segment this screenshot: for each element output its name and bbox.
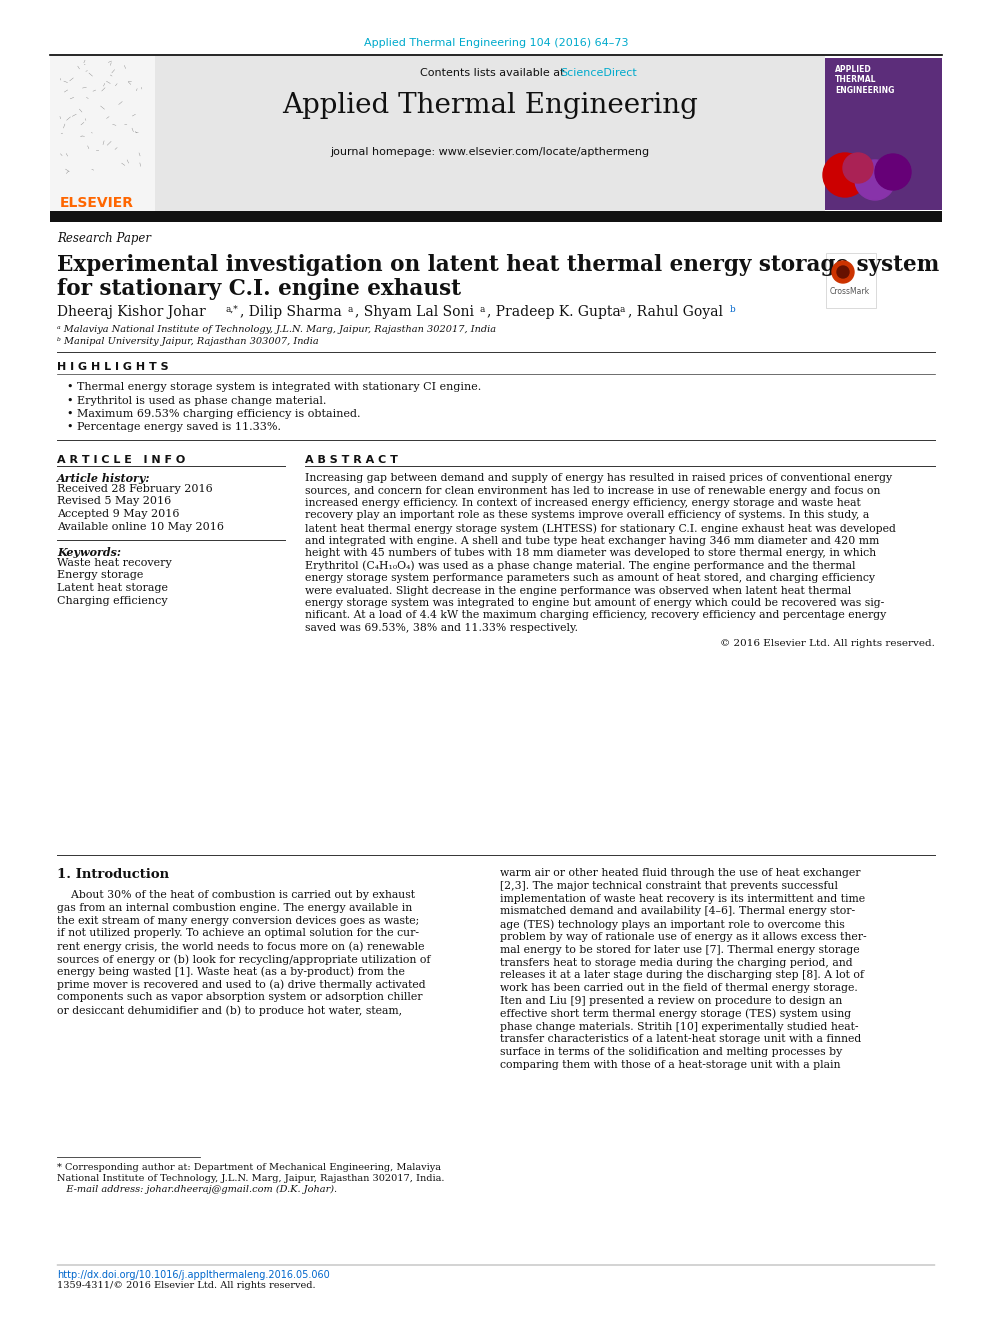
Circle shape [837,266,849,278]
Text: A B S T R A C T: A B S T R A C T [305,455,398,464]
Text: ScienceDirect: ScienceDirect [560,67,637,78]
Text: b: b [730,306,736,314]
Text: Article history:: Article history: [57,474,151,484]
Text: • Erythritol is used as phase change material.: • Erythritol is used as phase change mat… [67,396,326,406]
Text: Revised 5 May 2016: Revised 5 May 2016 [57,496,172,507]
Text: 1359-4311/© 2016 Elsevier Ltd. All rights reserved.: 1359-4311/© 2016 Elsevier Ltd. All right… [57,1281,315,1290]
Text: nificant. At a load of 4.4 kW the maximum charging efficiency, recovery efficien: nificant. At a load of 4.4 kW the maximu… [305,610,886,620]
Text: a,*: a,* [225,306,238,314]
Text: Accepted 9 May 2016: Accepted 9 May 2016 [57,509,180,519]
Text: http://dx.doi.org/10.1016/j.applthermaleng.2016.05.060: http://dx.doi.org/10.1016/j.applthermale… [57,1270,329,1279]
Text: prime mover is recovered and used to (a) drive thermally activated: prime mover is recovered and used to (a)… [57,979,426,990]
Text: Increasing gap between demand and supply of energy has resulted in raised prices: Increasing gap between demand and supply… [305,474,892,483]
Text: effective short term thermal energy storage (TES) system using: effective short term thermal energy stor… [500,1009,851,1019]
Text: Applied Thermal Engineering 104 (2016) 64–73: Applied Thermal Engineering 104 (2016) 6… [364,38,628,48]
Text: mismatched demand and availability [4–6]. Thermal energy stor-: mismatched demand and availability [4–6]… [500,906,855,917]
Text: work has been carried out in the field of thermal energy storage.: work has been carried out in the field o… [500,983,858,994]
Text: Contents lists available at: Contents lists available at [420,67,568,78]
Text: recovery play an important role as these systems improve overall efficiency of s: recovery play an important role as these… [305,511,869,520]
Circle shape [843,153,873,183]
Bar [50,210,942,222]
Text: ᵇ Manipal University Jaipur, Rajasthan 303007, India: ᵇ Manipal University Jaipur, Rajasthan 3… [57,337,318,347]
Text: increased energy efficiency. In context of increased energy efficiency, energy s: increased energy efficiency. In context … [305,497,861,508]
Text: rent energy crisis, the world needs to focus more on (a) renewable: rent energy crisis, the world needs to f… [57,941,425,951]
Text: Charging efficiency: Charging efficiency [57,595,168,606]
Text: Waste heat recovery: Waste heat recovery [57,558,172,568]
Text: APPLIED
THERMAL
ENGINEERING: APPLIED THERMAL ENGINEERING [835,65,895,95]
Text: Erythritol (C₄H₁₀O₄) was used as a phase change material. The engine performance: Erythritol (C₄H₁₀O₄) was used as a phase… [305,561,855,572]
Text: ᵃ Malaviya National Institute of Technology, J.L.N. Marg, Jaipur, Rajasthan 3020: ᵃ Malaviya National Institute of Technol… [57,325,496,333]
Text: problem by way of rationale use of energy as it allows excess ther-: problem by way of rationale use of energ… [500,931,867,942]
Text: , Pradeep K. Gupta: , Pradeep K. Gupta [487,306,621,319]
Text: components such as vapor absorption system or adsorption chiller: components such as vapor absorption syst… [57,992,423,1003]
Text: Applied Thermal Engineering: Applied Thermal Engineering [282,93,698,119]
Text: Received 28 February 2016: Received 28 February 2016 [57,484,212,493]
Text: About 30% of the heat of combustion is carried out by exhaust: About 30% of the heat of combustion is c… [57,890,415,900]
Bar [826,253,876,308]
Text: age (TES) technology plays an important role to overcome this: age (TES) technology plays an important … [500,919,845,930]
Text: or desiccant dehumidifier and (b) to produce hot water, steam,: or desiccant dehumidifier and (b) to pro… [57,1005,402,1016]
Text: , Rahul Goyal: , Rahul Goyal [628,306,723,319]
Text: energy storage system was integrated to engine but amount of energy which could : energy storage system was integrated to … [305,598,884,609]
Text: phase change materials. Stritih [10] experimentally studied heat-: phase change materials. Stritih [10] exp… [500,1021,858,1032]
Text: Research Paper: Research Paper [57,232,151,245]
Circle shape [855,160,895,200]
Text: comparing them with those of a heat-storage unit with a plain: comparing them with those of a heat-stor… [500,1060,840,1070]
Text: E-mail address: johar.dheeraj@gmail.com (D.K. Johar).: E-mail address: johar.dheeraj@gmail.com … [57,1185,337,1195]
Text: sources, and concern for clean environment has led to increase in use of renewab: sources, and concern for clean environme… [305,486,880,496]
Text: H I G H L I G H T S: H I G H L I G H T S [57,363,169,372]
Text: transfers heat to storage media during the charging period, and: transfers heat to storage media during t… [500,958,853,967]
Text: height with 45 numbers of tubes with 18 mm diameter was developed to store therm: height with 45 numbers of tubes with 18 … [305,548,876,558]
Bar [825,58,942,210]
Text: latent heat thermal energy storage system (LHTESS) for stationary C.I. engine ex: latent heat thermal energy storage syste… [305,523,896,533]
Circle shape [875,153,911,191]
Text: • Maximum 69.53% charging efficiency is obtained.: • Maximum 69.53% charging efficiency is … [67,409,360,419]
Text: warm air or other heated fluid through the use of heat exchanger: warm air or other heated fluid through t… [500,868,860,878]
Text: were evaluated. Slight decrease in the engine performance was observed when late: were evaluated. Slight decrease in the e… [305,586,851,595]
Circle shape [832,261,854,283]
Text: journal homepage: www.elsevier.com/locate/apthermeng: journal homepage: www.elsevier.com/locat… [330,147,650,157]
Text: A R T I C L E   I N F O: A R T I C L E I N F O [57,455,186,464]
Text: Experimental investigation on latent heat thermal energy storage system: Experimental investigation on latent hea… [57,254,939,277]
Text: © 2016 Elsevier Ltd. All rights reserved.: © 2016 Elsevier Ltd. All rights reserved… [720,639,935,647]
Text: implementation of waste heat recovery is its intermittent and time: implementation of waste heat recovery is… [500,893,865,904]
Text: and integrated with engine. A shell and tube type heat exchanger having 346 mm d: and integrated with engine. A shell and … [305,536,879,545]
Text: energy being wasted [1]. Waste heat (as a by-product) from the: energy being wasted [1]. Waste heat (as … [57,967,405,978]
Text: Dheeraj Kishor Johar: Dheeraj Kishor Johar [57,306,205,319]
Text: 1. Introduction: 1. Introduction [57,868,169,881]
Text: • Thermal energy storage system is integrated with stationary CI engine.: • Thermal energy storage system is integ… [67,382,481,392]
Text: the exit stream of many energy conversion devices goes as waste;: the exit stream of many energy conversio… [57,916,420,926]
Bar [155,56,825,210]
Text: surface in terms of the solidification and melting processes by: surface in terms of the solidification a… [500,1048,842,1057]
Text: , Shyam Lal Soni: , Shyam Lal Soni [355,306,474,319]
Text: energy storage system performance parameters such as amount of heat stored, and : energy storage system performance parame… [305,573,875,583]
Text: if not utilized properly. To achieve an optimal solution for the cur-: if not utilized properly. To achieve an … [57,929,419,938]
Text: * Corresponding author at: Department of Mechanical Engineering, Malaviya: * Corresponding author at: Department of… [57,1163,441,1172]
Text: saved was 69.53%, 38% and 11.33% respectively.: saved was 69.53%, 38% and 11.33% respect… [305,623,578,632]
Text: Iten and Liu [9] presented a review on procedure to design an: Iten and Liu [9] presented a review on p… [500,996,842,1005]
Text: National Institute of Technology, J.L.N. Marg, Jaipur, Rajasthan 302017, India.: National Institute of Technology, J.L.N.… [57,1174,444,1183]
Text: Latent heat storage: Latent heat storage [57,583,168,593]
Text: releases it at a later stage during the discharging step [8]. A lot of: releases it at a later stage during the … [500,970,864,980]
Text: gas from an internal combustion engine. The energy available in: gas from an internal combustion engine. … [57,902,413,913]
Text: a: a [347,306,352,314]
Text: , Dilip Sharma: , Dilip Sharma [240,306,342,319]
Text: Available online 10 May 2016: Available online 10 May 2016 [57,521,224,532]
Text: mal energy to be stored for later use [7]. Thermal energy storage: mal energy to be stored for later use [7… [500,945,860,955]
Text: Keywords:: Keywords: [57,546,121,558]
Text: transfer characteristics of a latent-heat storage unit with a finned: transfer characteristics of a latent-hea… [500,1035,861,1044]
Text: [2,3]. The major technical constraint that prevents successful: [2,3]. The major technical constraint th… [500,881,838,890]
Text: Energy storage: Energy storage [57,570,144,581]
Bar [50,56,155,210]
Text: a: a [620,306,625,314]
Text: a: a [479,306,484,314]
Text: ELSEVIER: ELSEVIER [60,196,134,210]
Circle shape [823,153,867,197]
Text: for stationary C.I. engine exhaust: for stationary C.I. engine exhaust [57,278,461,300]
Text: sources of energy or (b) look for recycling/appropriate utilization of: sources of energy or (b) look for recycl… [57,954,431,964]
Text: CrossMark: CrossMark [830,287,870,296]
Text: • Percentage energy saved is 11.33%.: • Percentage energy saved is 11.33%. [67,422,281,433]
